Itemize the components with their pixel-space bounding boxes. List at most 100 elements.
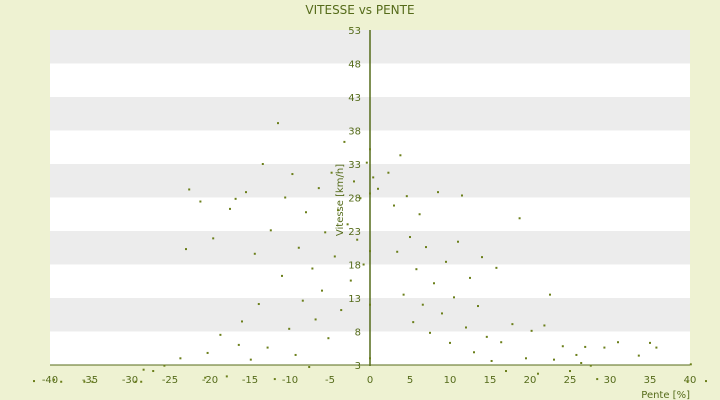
- data-point: [549, 293, 551, 296]
- data-point: [269, 229, 272, 232]
- x-tick-label: 35: [644, 375, 657, 386]
- chart-title: VITESSE vs PENTE: [305, 3, 414, 17]
- y-tick-label: 8: [355, 328, 361, 339]
- data-point: [589, 364, 592, 367]
- y-tick-label: 18: [348, 261, 361, 272]
- data-point: [441, 312, 443, 315]
- y-tick-label: 43: [348, 93, 361, 104]
- data-point: [204, 376, 207, 379]
- data-point: [212, 237, 215, 240]
- data-point: [477, 305, 479, 308]
- data-point: [337, 209, 339, 212]
- data-point: [321, 289, 323, 292]
- data-point: [518, 217, 521, 220]
- data-point: [584, 345, 587, 348]
- data-point: [421, 303, 424, 306]
- data-point: [580, 361, 583, 364]
- data-point: [481, 256, 483, 259]
- x-tick-label: -15: [242, 375, 258, 386]
- data-point: [245, 191, 247, 194]
- data-point: [415, 268, 418, 271]
- data-point: [353, 180, 355, 183]
- data-point: [356, 238, 359, 241]
- data-point: [33, 380, 35, 383]
- data-point: [505, 370, 507, 373]
- data-point: [490, 359, 493, 362]
- data-point: [402, 293, 405, 296]
- x-tick-label: 15: [484, 375, 497, 386]
- x-tick-label: -5: [325, 375, 335, 386]
- y-tick-label: 13: [348, 294, 361, 305]
- data-point: [199, 200, 202, 203]
- data-point: [369, 148, 371, 151]
- data-point: [343, 140, 346, 143]
- data-point: [140, 380, 143, 383]
- data-point: [234, 197, 237, 200]
- x-tick-label: 30: [604, 375, 617, 386]
- data-point: [461, 194, 463, 197]
- data-point: [537, 372, 539, 375]
- data-point: [163, 364, 166, 367]
- data-point: [655, 346, 658, 349]
- data-point: [396, 250, 399, 253]
- x-tick-label: 0: [367, 375, 373, 386]
- data-point: [575, 353, 578, 356]
- data-point: [53, 378, 55, 381]
- data-point: [359, 197, 362, 200]
- data-point: [412, 321, 415, 324]
- x-tick-label: -30: [122, 375, 138, 386]
- data-point: [185, 248, 187, 251]
- data-point: [288, 327, 291, 330]
- data-point: [469, 276, 471, 279]
- data-point: [603, 346, 606, 349]
- y-axis-label: Vitesse [km/h]: [335, 164, 346, 236]
- x-tick-label: -35: [82, 375, 98, 386]
- data-point: [500, 341, 503, 344]
- data-point: [369, 303, 371, 306]
- data-point: [314, 318, 317, 321]
- data-point: [596, 378, 599, 381]
- data-point: [188, 188, 191, 191]
- x-tick-label: 20: [524, 375, 537, 386]
- data-point: [393, 204, 395, 207]
- data-point: [308, 366, 311, 369]
- y-tick-label: 3: [355, 361, 361, 372]
- data-point: [349, 279, 352, 282]
- data-point: [179, 357, 182, 360]
- data-point: [340, 309, 343, 312]
- x-axis-ticks: -40 -35 -30 -25 -20 -15 -10 -5 0 5 10 15 20 25 30 35 40: [42, 375, 697, 386]
- data-point: [649, 341, 651, 344]
- data-point: [377, 187, 379, 190]
- data-point: [445, 260, 447, 263]
- data-point: [429, 331, 431, 334]
- data-point: [327, 337, 330, 340]
- data-point: [525, 357, 527, 360]
- data-point: [530, 329, 533, 332]
- y-tick-label: 33: [348, 160, 361, 171]
- data-points: [33, 122, 707, 383]
- data-point: [134, 380, 137, 383]
- data-point: [281, 274, 283, 277]
- x-axis-label: Pente [%]: [641, 390, 690, 400]
- data-point: [511, 323, 514, 326]
- data-point: [291, 173, 294, 176]
- data-point: [152, 370, 155, 373]
- data-point: [257, 303, 260, 306]
- data-point: [473, 351, 475, 354]
- data-point: [437, 191, 439, 194]
- data-point: [553, 358, 555, 361]
- data-point: [418, 213, 421, 216]
- data-point: [60, 380, 63, 383]
- data-point: [311, 267, 314, 270]
- x-tick-label: 25: [564, 375, 577, 386]
- data-point: [219, 333, 222, 336]
- data-point: [617, 341, 619, 344]
- data-point: [372, 176, 375, 179]
- data-point: [297, 246, 300, 249]
- data-point: [253, 252, 256, 255]
- x-tick-label: 40: [684, 375, 697, 386]
- data-point: [686, 380, 689, 383]
- data-point: [409, 236, 411, 239]
- x-tick-label: -10: [282, 375, 298, 386]
